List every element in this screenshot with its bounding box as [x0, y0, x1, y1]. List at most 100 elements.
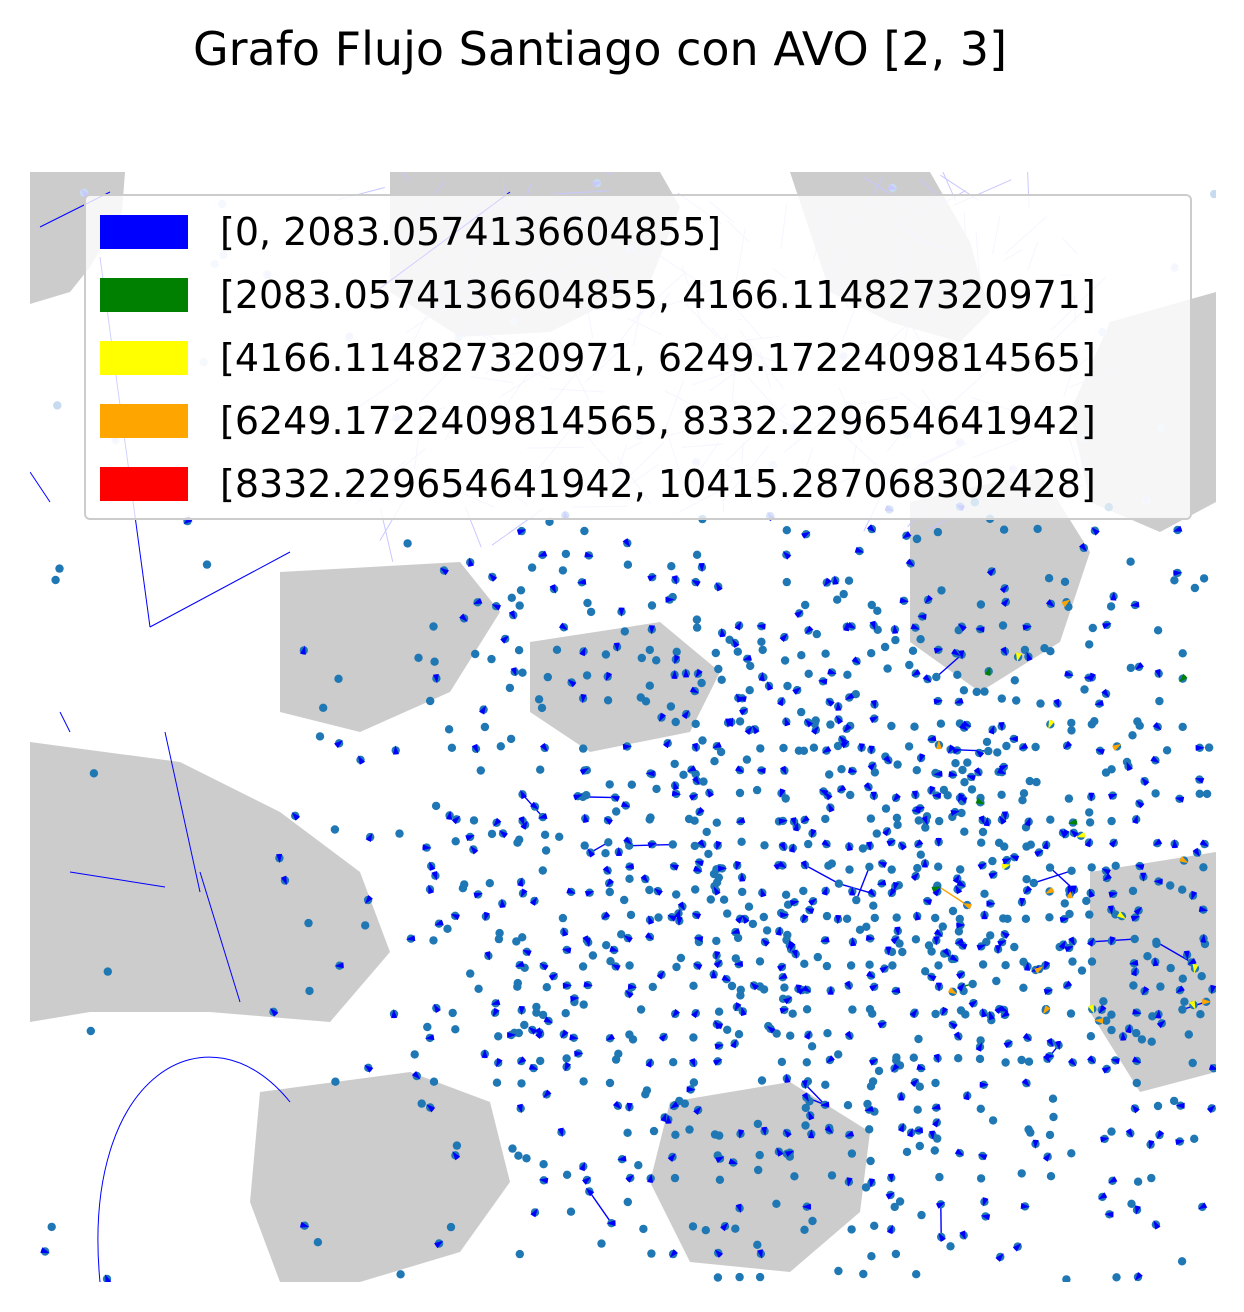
- network-node: [429, 622, 438, 631]
- edge-arrowhead: [876, 879, 887, 886]
- network-edge: [1033, 870, 1072, 884]
- network-node: [1210, 189, 1216, 199]
- edge-arrowhead: [898, 1091, 905, 1101]
- network-node: [753, 1240, 762, 1250]
- network-node: [1019, 789, 1029, 798]
- edge-arrowhead: [999, 815, 1007, 825]
- network-node: [782, 577, 791, 587]
- edge-arrowhead: [1061, 599, 1071, 607]
- network-node: [1022, 875, 1031, 884]
- network-node: [712, 936, 721, 946]
- network-node: [304, 918, 313, 928]
- edge-arrowhead: [824, 791, 833, 801]
- edge-arrowhead: [1154, 668, 1161, 679]
- edge-arrowhead: [735, 1203, 742, 1213]
- network-node: [641, 697, 651, 706]
- network-node: [887, 721, 896, 731]
- network-node: [912, 534, 922, 544]
- edge-arrowhead: [692, 742, 698, 753]
- network-edge: [588, 1190, 613, 1224]
- network-node: [446, 1222, 456, 1232]
- edge-arrowhead: [1156, 1130, 1165, 1140]
- edge-arrowhead: [616, 846, 623, 856]
- legend-swatch: [100, 215, 188, 249]
- network-node: [89, 769, 99, 778]
- edge-arrowhead: [1063, 980, 1073, 989]
- network-edge: [804, 1083, 826, 1106]
- edge-arrowhead: [562, 982, 572, 989]
- edge-arrowhead: [801, 1092, 809, 1102]
- edge-arrowhead: [459, 613, 468, 622]
- edge-arrowhead: [645, 770, 655, 777]
- region-south-west: [250, 1072, 510, 1282]
- edge-arrowhead: [986, 900, 996, 907]
- edge-arrowhead: [1194, 778, 1205, 784]
- edge-arrowhead: [1101, 868, 1111, 876]
- edge-arrowhead: [933, 770, 943, 777]
- network-node: [1128, 731, 1137, 740]
- network-node: [762, 926, 772, 935]
- edge-arrowhead: [626, 1102, 633, 1112]
- network-node: [892, 813, 902, 822]
- edge-arrowhead: [888, 184, 898, 191]
- edge-arrowhead: [647, 1173, 653, 1183]
- edge-arrowhead: [1183, 950, 1190, 960]
- edge-arrowhead: [1043, 989, 1054, 995]
- network-node: [847, 1225, 856, 1234]
- edge-arrowhead: [1054, 1040, 1061, 1051]
- edge-arrowhead: [510, 667, 517, 677]
- curved-edge: [97, 1056, 291, 1282]
- edge-arrowhead: [775, 926, 782, 936]
- network-node: [821, 814, 830, 824]
- edge-arrowhead: [676, 916, 683, 926]
- edge-arrowhead: [947, 744, 956, 754]
- edge-arrowhead: [927, 735, 937, 742]
- network-node: [410, 1050, 419, 1059]
- network-node: [627, 780, 636, 789]
- network-node: [1020, 645, 1030, 655]
- network-node: [797, 707, 806, 717]
- edge-arrowhead: [1063, 829, 1070, 839]
- edge-arrowhead: [535, 1030, 544, 1039]
- legend-item: [2083.0574136604855, 4166.114827320971]: [100, 273, 1096, 317]
- edge-arrowhead: [951, 648, 961, 656]
- edge-arrowhead: [894, 926, 901, 936]
- edge-arrowhead: [931, 886, 941, 893]
- edge-arrowhead: [1068, 818, 1078, 825]
- edge-arrowhead: [721, 974, 731, 982]
- network-node: [742, 755, 752, 764]
- network-node: [737, 837, 746, 846]
- edge-arrowhead: [1042, 1053, 1051, 1063]
- network-node: [518, 933, 527, 942]
- network-node: [1077, 966, 1087, 975]
- edge-arrowhead: [802, 914, 809, 924]
- edge-arrowhead: [911, 807, 921, 814]
- network-node: [735, 788, 745, 798]
- network-node: [753, 1119, 763, 1129]
- edge-arrowhead: [915, 911, 921, 921]
- edge-arrowhead: [956, 982, 965, 992]
- edge-arrowhead: [577, 578, 587, 585]
- network-node: [692, 615, 702, 624]
- network-node: [902, 1147, 912, 1157]
- edge-arrowhead: [528, 1026, 538, 1035]
- network-node: [1107, 1010, 1116, 1019]
- edge-arrowhead: [1094, 699, 1104, 706]
- edge-arrowhead: [714, 1043, 724, 1050]
- edge-arrowhead: [810, 828, 817, 839]
- edge-arrowhead: [671, 669, 678, 679]
- network-node: [689, 981, 698, 990]
- network-node: [1068, 957, 1077, 966]
- network-node: [691, 769, 700, 779]
- network-node: [980, 889, 989, 898]
- edge-arrowhead: [936, 740, 942, 750]
- network-node: [1196, 1010, 1205, 1019]
- edge-arrowhead: [623, 836, 632, 845]
- edge-arrowhead: [779, 1008, 790, 1014]
- network-node: [522, 1154, 531, 1163]
- edge-arrowhead: [958, 650, 965, 660]
- network-edge: [30, 471, 51, 503]
- edge-arrowhead: [914, 839, 924, 848]
- network-node: [480, 722, 490, 732]
- network-node: [672, 647, 681, 656]
